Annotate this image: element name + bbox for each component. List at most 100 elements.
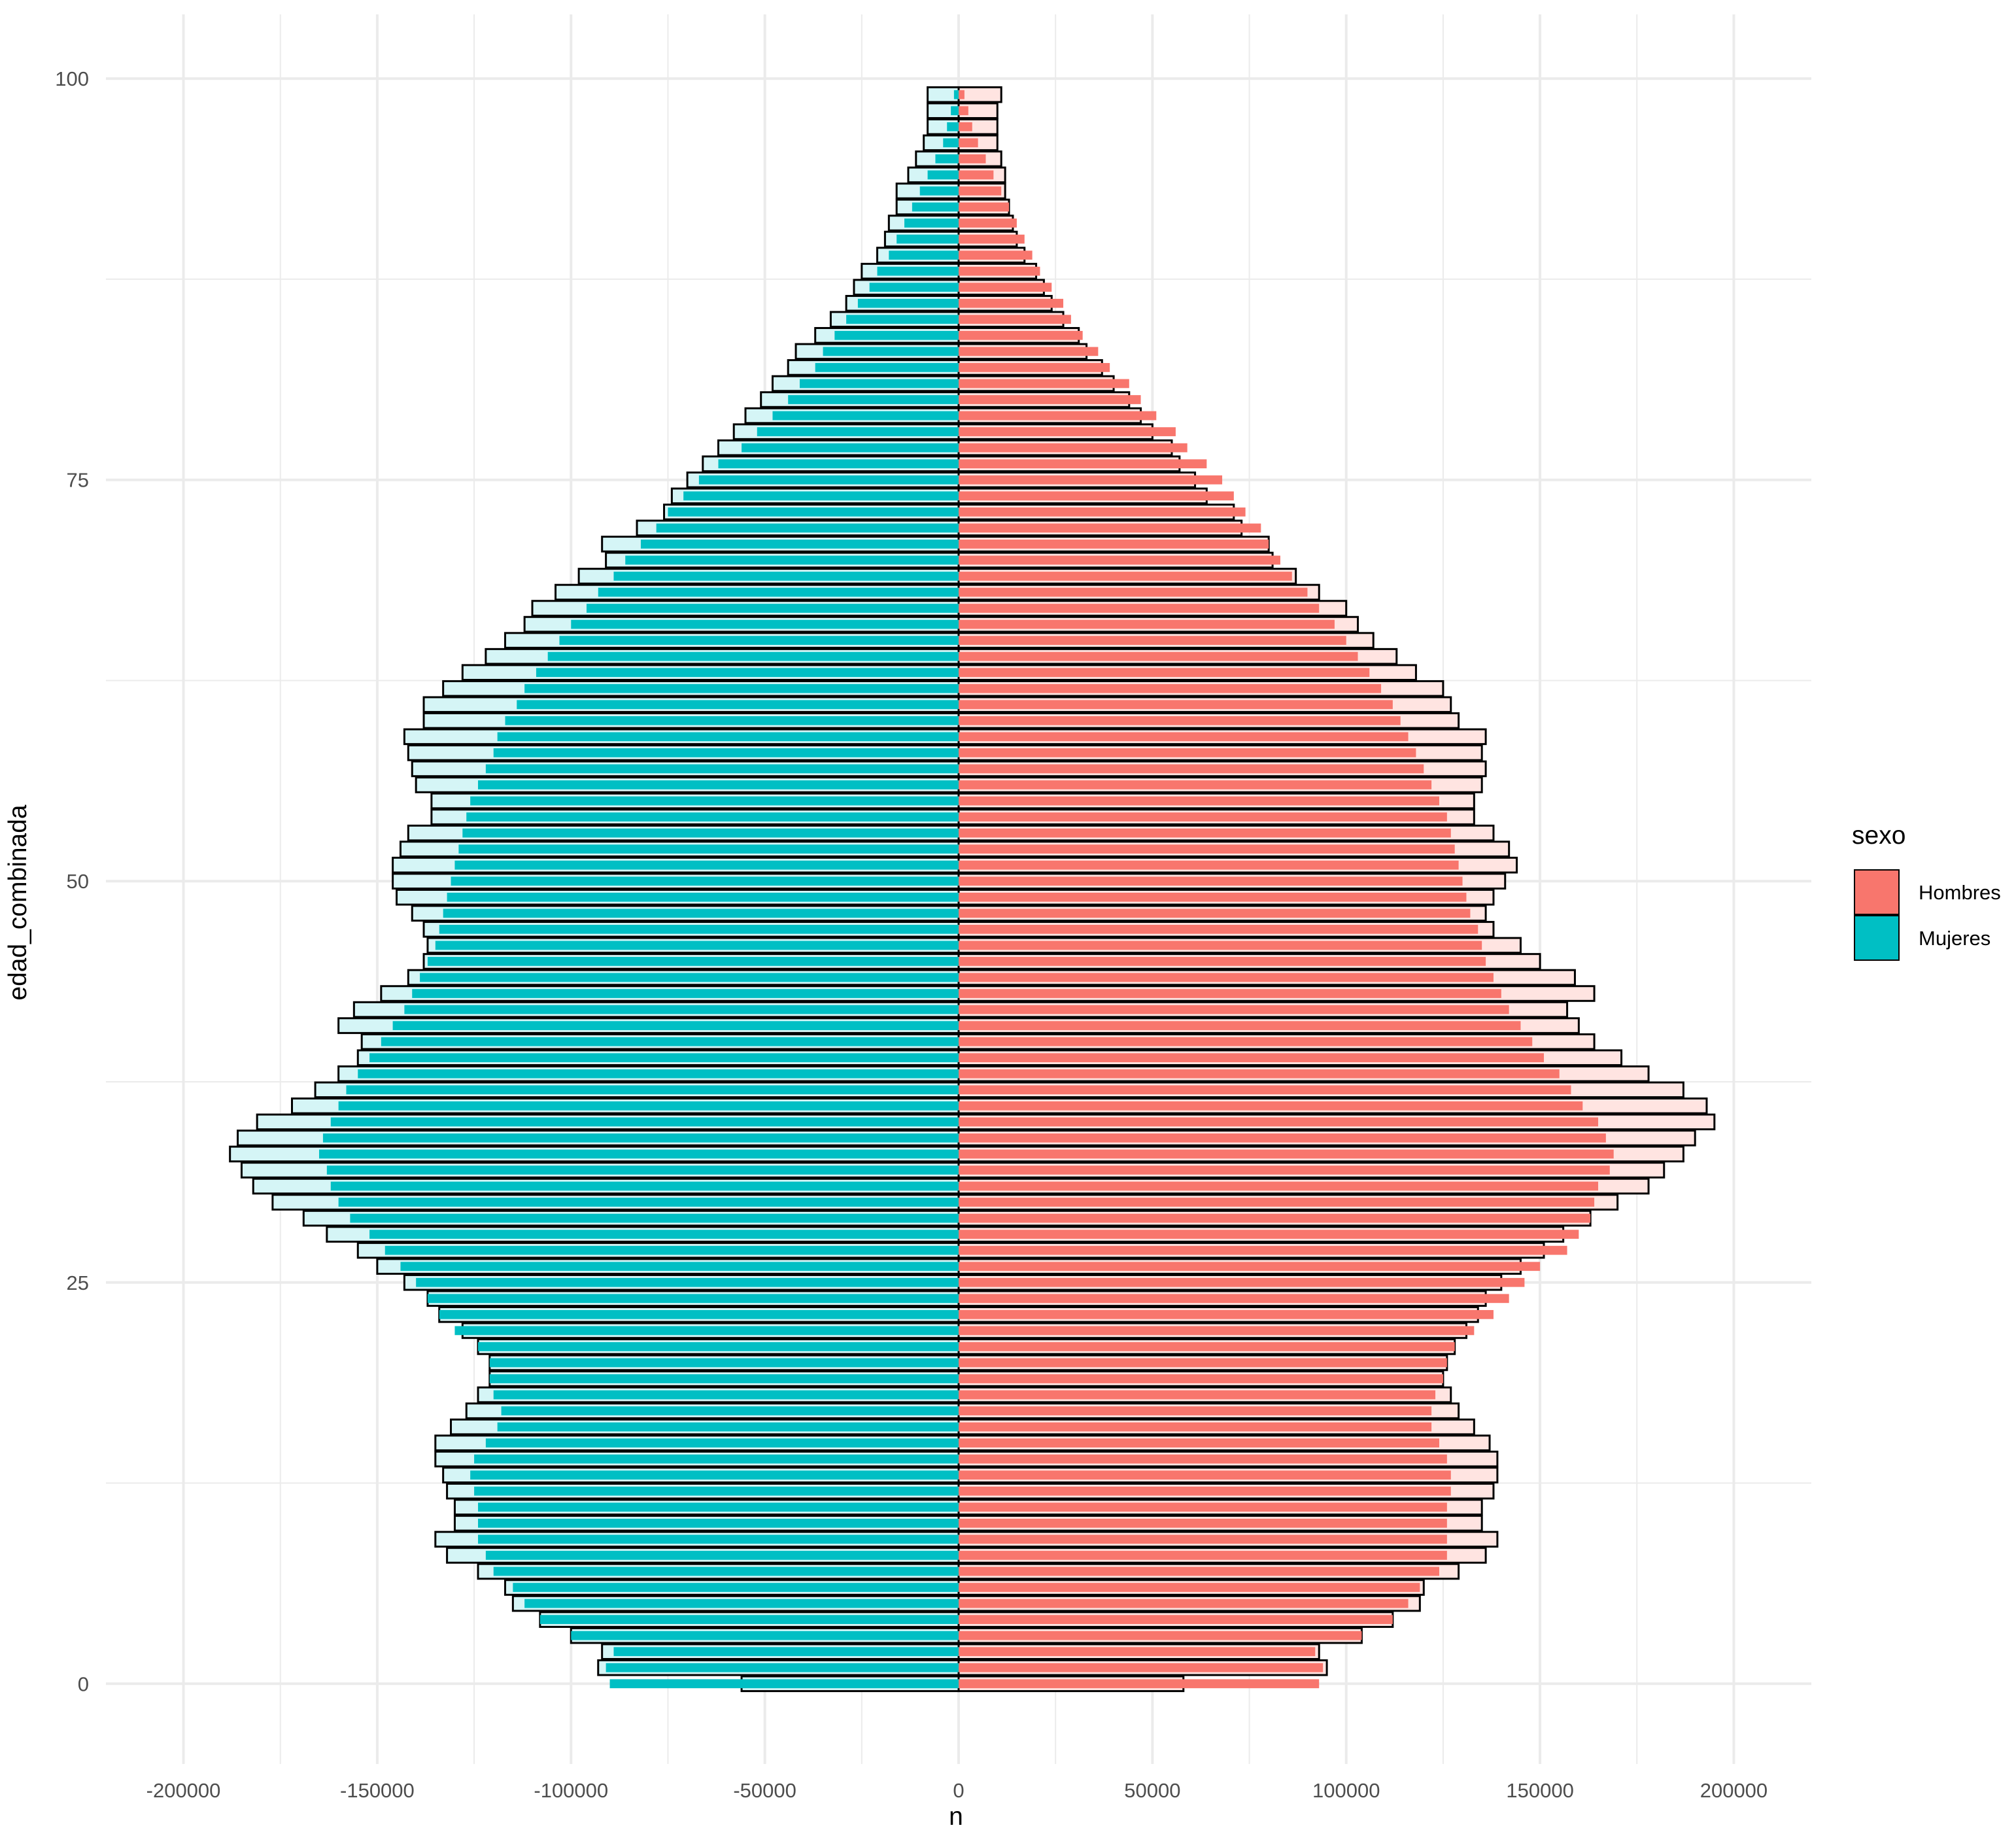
bar-hombres: [959, 973, 1494, 982]
bar-mujeres: [466, 812, 959, 821]
bar-mujeres: [613, 1647, 959, 1657]
bar-mujeres: [392, 1021, 959, 1030]
bar-hombres: [959, 347, 1099, 356]
bar-mujeres: [606, 1663, 959, 1672]
bar-mujeres: [524, 683, 959, 693]
bar-mujeres: [497, 732, 959, 742]
x-tick-label: 50000: [1124, 1779, 1180, 1802]
bar-hombres: [959, 1021, 1521, 1030]
bar-mujeres: [889, 251, 959, 260]
bar-hombres: [959, 234, 1025, 244]
x-tick-label: -50000: [733, 1779, 796, 1802]
bar-mujeres: [493, 748, 959, 757]
bar-hombres: [959, 1342, 1455, 1351]
y-tick-label: 50: [67, 870, 89, 893]
bar-hombres: [959, 283, 1052, 292]
bar-mujeres: [757, 427, 959, 436]
bar-hombres: [959, 1663, 1324, 1672]
bar-mujeres: [447, 892, 959, 902]
bar-hombres: [959, 491, 1234, 501]
bar-mujeres: [384, 1245, 959, 1255]
bar-hombres: [959, 298, 1064, 308]
bar-mujeres: [319, 1149, 959, 1159]
bar-mujeres: [742, 443, 959, 453]
bar-mujeres: [834, 330, 959, 340]
bar-mujeres: [912, 202, 959, 212]
bar-hombres: [959, 1679, 1320, 1689]
y-axis-ticks: 0 25 50 75 100: [55, 67, 89, 1695]
bar-hombres: [959, 780, 1432, 789]
bar-mujeres: [953, 90, 959, 99]
legend-swatch-hombres: [1854, 869, 1900, 915]
bar-mujeres: [443, 908, 959, 918]
bar-mujeres: [904, 218, 959, 228]
bar-hombres: [959, 957, 1486, 966]
bar-mujeres: [571, 1631, 959, 1640]
bar-hombres: [959, 1230, 1579, 1239]
bar-mujeres: [788, 395, 959, 404]
bar-mujeres: [369, 1230, 959, 1239]
x-axis-ticks: -200000 -150000 -100000 -50000 0 50000 100000 1…: [146, 1779, 1768, 1802]
bar-mujeres: [489, 1374, 959, 1383]
legend: sexo Hombres Mujeres: [1852, 821, 2001, 961]
bar-mujeres: [815, 363, 959, 372]
bar-hombres: [959, 186, 1002, 196]
bar-hombres: [959, 1101, 1583, 1111]
bar-hombres: [959, 1519, 1447, 1528]
bar-mujeres: [493, 1390, 959, 1400]
bar-hombres: [959, 908, 1471, 918]
bar-mujeres: [846, 315, 959, 324]
bar-hombres: [959, 1599, 1409, 1608]
bar-mujeres: [718, 459, 959, 469]
bar-hombres: [959, 1486, 1451, 1496]
legend-label-hombres: Hombres: [1919, 881, 2001, 904]
bar-hombres: [959, 507, 1246, 517]
bar-mujeres: [857, 298, 959, 308]
bar-mujeres: [330, 1181, 959, 1191]
bar-mujeres: [625, 555, 959, 565]
bar-hombres: [959, 1615, 1393, 1624]
bar-mujeres: [330, 1117, 959, 1127]
bar-mujeres: [485, 1551, 959, 1560]
bar-hombres: [959, 90, 965, 99]
bar-mujeres: [478, 1342, 959, 1351]
bar-hombres: [959, 202, 1010, 212]
bar-hombres: [959, 1502, 1447, 1512]
bar-mujeres: [439, 924, 959, 934]
bar-hombres: [959, 459, 1207, 469]
bar-mujeres: [454, 860, 959, 870]
bar-hombres: [959, 427, 1176, 436]
bar-hombres: [959, 1406, 1432, 1415]
bar-hombres: [959, 860, 1459, 870]
bar-mujeres: [412, 989, 959, 998]
bar-hombres: [959, 796, 1439, 806]
bar-hombres: [959, 1647, 1316, 1657]
bar-mujeres: [698, 475, 959, 485]
bar-mujeres: [350, 1213, 959, 1223]
bar-hombres: [959, 1245, 1567, 1255]
bar-hombres: [959, 572, 1292, 581]
bar-hombres: [959, 1069, 1560, 1079]
bar-mujeres: [462, 828, 959, 838]
bar-mujeres: [517, 700, 959, 710]
bar-hombres: [959, 1053, 1545, 1063]
bar-hombres: [959, 1566, 1439, 1576]
legend-label-mujeres: Mujeres: [1919, 927, 1990, 950]
bar-hombres: [959, 251, 1033, 260]
bar-mujeres: [640, 539, 959, 549]
bar-hombres: [959, 668, 1370, 678]
bar-mujeres: [877, 266, 959, 276]
y-axis-title: edad_combinada: [4, 804, 32, 1001]
x-tick-label: 150000: [1506, 1779, 1573, 1802]
bar-hombres: [959, 812, 1447, 821]
bar-mujeres: [369, 1053, 959, 1063]
bar-mujeres: [338, 1198, 959, 1207]
x-tick-label: -100000: [534, 1779, 608, 1802]
bar-hombres: [959, 1166, 1610, 1175]
total-bar-hombres: [957, 86, 1002, 103]
bar-mujeres: [346, 1085, 959, 1095]
bar-hombres: [959, 555, 1280, 565]
bar-mujeres: [869, 283, 959, 292]
bar-mujeres: [493, 1566, 959, 1576]
